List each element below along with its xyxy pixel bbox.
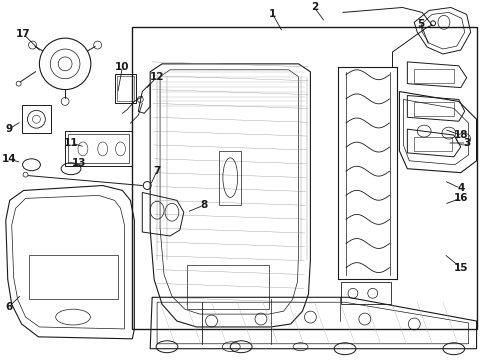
Text: 7: 7 xyxy=(153,166,161,176)
Text: 15: 15 xyxy=(454,262,468,273)
Text: 2: 2 xyxy=(311,3,318,13)
Bar xyxy=(220,151,241,205)
Text: 12: 12 xyxy=(150,72,164,82)
Text: 13: 13 xyxy=(72,158,86,168)
Text: 8: 8 xyxy=(200,200,207,210)
Bar xyxy=(414,137,452,151)
Bar xyxy=(68,134,129,163)
Bar xyxy=(22,105,51,133)
Text: 5: 5 xyxy=(417,19,425,29)
Text: 3: 3 xyxy=(463,138,470,148)
Text: 9: 9 xyxy=(5,124,12,134)
Text: 17: 17 xyxy=(16,29,31,39)
Bar xyxy=(414,103,454,116)
Bar xyxy=(65,131,132,166)
Bar xyxy=(414,69,454,83)
Bar xyxy=(117,76,134,102)
Text: 11: 11 xyxy=(64,138,78,148)
Bar xyxy=(187,265,269,309)
Text: 18: 18 xyxy=(454,130,468,140)
Text: 16: 16 xyxy=(454,193,468,203)
Text: 4: 4 xyxy=(457,184,465,193)
Bar xyxy=(115,74,136,103)
Text: 1: 1 xyxy=(269,9,276,19)
Text: 6: 6 xyxy=(5,302,12,312)
Text: 14: 14 xyxy=(1,154,16,164)
Bar xyxy=(341,283,391,304)
Bar xyxy=(132,27,477,329)
Bar xyxy=(28,255,118,299)
Text: 10: 10 xyxy=(115,62,130,72)
